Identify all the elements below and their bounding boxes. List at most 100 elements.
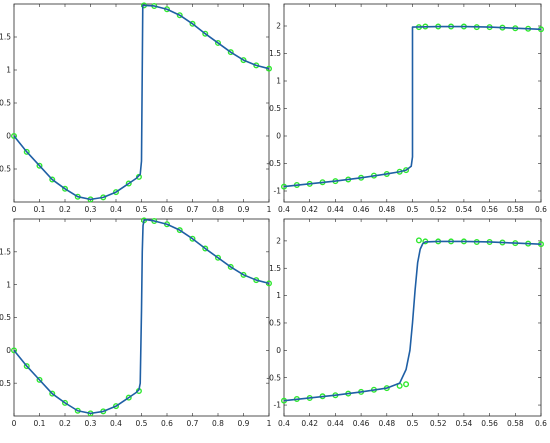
y-tick-label: 1 [276, 291, 281, 300]
x-tick-label: 0.1 [34, 205, 46, 214]
y-tick-label: 1.5 [269, 49, 281, 58]
x-tick-label: 0.46 [353, 205, 370, 214]
y-tick-label: 0.5 [269, 319, 281, 328]
x-tick-label: 0.42 [301, 419, 318, 428]
data-point [403, 381, 410, 388]
x-tick-label: 0.9 [238, 205, 250, 214]
data-point [415, 237, 422, 244]
y-tick-label: -1 [274, 401, 282, 410]
x-tick-label: 0.44 [327, 205, 344, 214]
data-point [240, 57, 247, 64]
y-tick-label: 0 [6, 132, 11, 141]
data-point [23, 363, 30, 370]
chart-panel-4: 0.4 0.42 0.44 0.46 0.48 0.5 0.52 0.54 0.56 0.58 0.… [266, 218, 547, 428]
x-tick-label: 0.2 [59, 205, 71, 214]
data-point [240, 271, 247, 278]
data-point [214, 254, 221, 261]
x-tick-label: 0.4 [110, 205, 122, 214]
y-tick-label: 1.5 [269, 264, 281, 273]
series-line [13, 4, 270, 201]
x-tick-label: 0.1 [34, 419, 46, 428]
x-tick-label: 0.56 [481, 419, 498, 428]
y-tick-label: 1 [276, 77, 281, 86]
data-point [49, 390, 56, 397]
chart-panel-2: 0.4 0.42 0.44 0.46 0.48 0.5 0.52 0.54 0.56 0.58 0.… [266, 3, 547, 214]
data-point [62, 185, 69, 192]
y-tick-label: -0.5 [0, 379, 11, 388]
data-point [36, 376, 43, 383]
x-tick-label: 0.4 [110, 419, 122, 428]
x-tick-label: 0.48 [378, 205, 395, 214]
x-tick-label: 0.6 [161, 205, 173, 214]
x-tick-label: 0.4 [278, 419, 290, 428]
y-tick-label: 1 [6, 280, 11, 289]
x-tick-label: 0.3 [85, 419, 97, 428]
data-point [189, 20, 196, 27]
x-tick-label: 0.42 [301, 205, 318, 214]
x-tick-label: 0.5 [407, 419, 419, 428]
series-line [283, 240, 542, 402]
x-tick-label: 0 [12, 419, 17, 428]
data-point [202, 245, 209, 252]
y-tick-label: -0.5 [0, 165, 11, 174]
x-tick-label: 0.8 [212, 205, 224, 214]
x-tick-label: 0.4 [278, 205, 290, 214]
y-tick-label: -1 [274, 187, 282, 196]
x-tick-label: 1 [267, 205, 272, 214]
x-tick-label: 0.6 [161, 419, 173, 428]
x-tick-label: 0.58 [507, 205, 524, 214]
series-line [13, 218, 270, 415]
y-tick-label: 0 [6, 346, 11, 355]
y-tick-label: 2 [276, 236, 281, 245]
data-point [112, 403, 119, 410]
x-tick-label: 0.8 [212, 419, 224, 428]
x-tick-label: 0.46 [353, 419, 370, 428]
x-tick-label: 0.7 [187, 419, 199, 428]
data-point [202, 30, 209, 37]
data-point [176, 12, 183, 19]
data-point [36, 162, 43, 169]
chart-panel-1: 0 0.1 0.2 0.3 0.4 0.5 0.6 0.7 0.8 0.9 1 -0.5 0 0.5 1 1.… [0, 2, 273, 214]
data-point [227, 263, 234, 270]
x-tick-label: 0.52 [430, 419, 447, 428]
x-tick-label: 0.5 [407, 205, 419, 214]
x-tick-label: 0.52 [430, 205, 447, 214]
x-tick-label: 0.7 [187, 205, 199, 214]
x-tick-label: 0.3 [85, 205, 97, 214]
data-point [112, 189, 119, 196]
x-tick-label: 0.54 [456, 419, 473, 428]
data-point [23, 148, 30, 155]
y-tick-label: 0.5 [269, 104, 281, 113]
data-point [227, 49, 234, 56]
data-point [49, 176, 56, 183]
x-tick-label: 0.6 [535, 205, 547, 214]
y-tick-label: 1 [6, 66, 11, 75]
y-tick-label: 0.5 [0, 313, 11, 322]
y-tick-label: 0 [276, 346, 281, 355]
x-tick-label: 0.48 [378, 419, 395, 428]
data-point [125, 180, 132, 187]
x-tick-label: 0 [12, 205, 17, 214]
x-tick-label: 0.5 [136, 419, 148, 428]
data-point [10, 132, 17, 139]
x-tick-label: 0.54 [456, 205, 473, 214]
y-tick-label: 1.5 [0, 33, 11, 42]
y-tick-label: 2 [276, 22, 281, 31]
x-tick-label: 0.2 [59, 419, 71, 428]
x-tick-label: 0.56 [481, 205, 498, 214]
series-line [283, 25, 542, 188]
y-tick-label: -0.5 [266, 373, 281, 382]
data-point [214, 39, 221, 46]
chart-panel-3: 0 0.1 0.2 0.3 0.4 0.5 0.6 0.7 0.8 0.9 1 -0.5 0 0.5 1 1.… [0, 217, 273, 428]
y-tick-label: 0.5 [0, 99, 11, 108]
data-point [62, 399, 69, 406]
x-tick-label: 0.44 [327, 419, 344, 428]
y-tick-label: -0.5 [266, 159, 281, 168]
x-tick-label: 1 [267, 419, 272, 428]
data-point [189, 235, 196, 242]
x-tick-label: 0.6 [535, 419, 547, 428]
data-point [10, 347, 17, 354]
y-tick-label: 1.5 [0, 247, 11, 256]
